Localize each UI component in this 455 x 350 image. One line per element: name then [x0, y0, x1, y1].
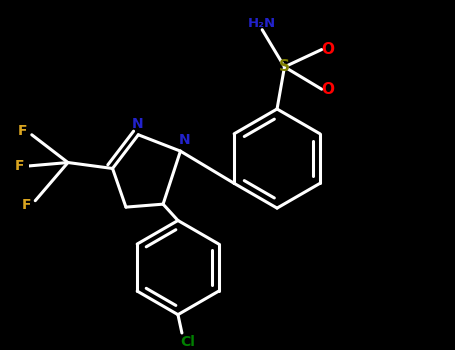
- Text: F: F: [21, 198, 31, 212]
- Text: N: N: [131, 117, 143, 131]
- Text: Cl: Cl: [181, 335, 195, 349]
- Text: N: N: [178, 133, 190, 147]
- Text: F: F: [18, 124, 28, 138]
- Text: O: O: [321, 82, 334, 97]
- Text: S: S: [279, 60, 290, 75]
- Text: F: F: [15, 159, 24, 173]
- Text: H₂N: H₂N: [248, 17, 276, 30]
- Text: O: O: [321, 42, 334, 57]
